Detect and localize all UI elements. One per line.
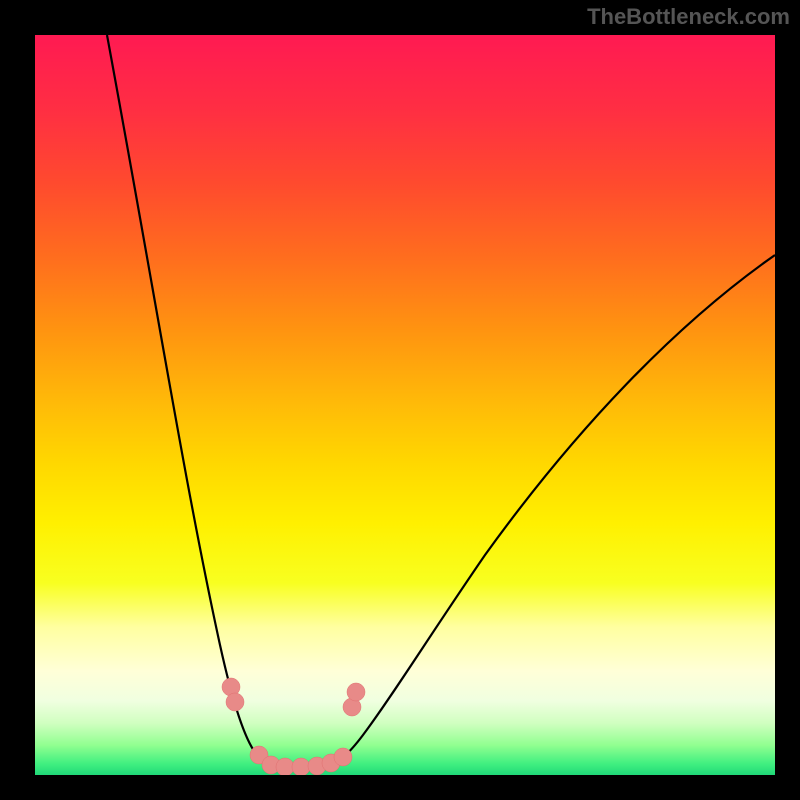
data-marker [347,683,365,701]
chart-curve-layer [35,35,775,775]
attribution-watermark: TheBottleneck.com [587,4,790,30]
data-marker [226,693,244,711]
chart-plot-area [35,35,775,775]
curve-right-branch [305,255,775,767]
data-marker [292,758,310,775]
data-marker [334,748,352,766]
data-marker [276,758,294,775]
curve-left-branch [107,35,278,766]
